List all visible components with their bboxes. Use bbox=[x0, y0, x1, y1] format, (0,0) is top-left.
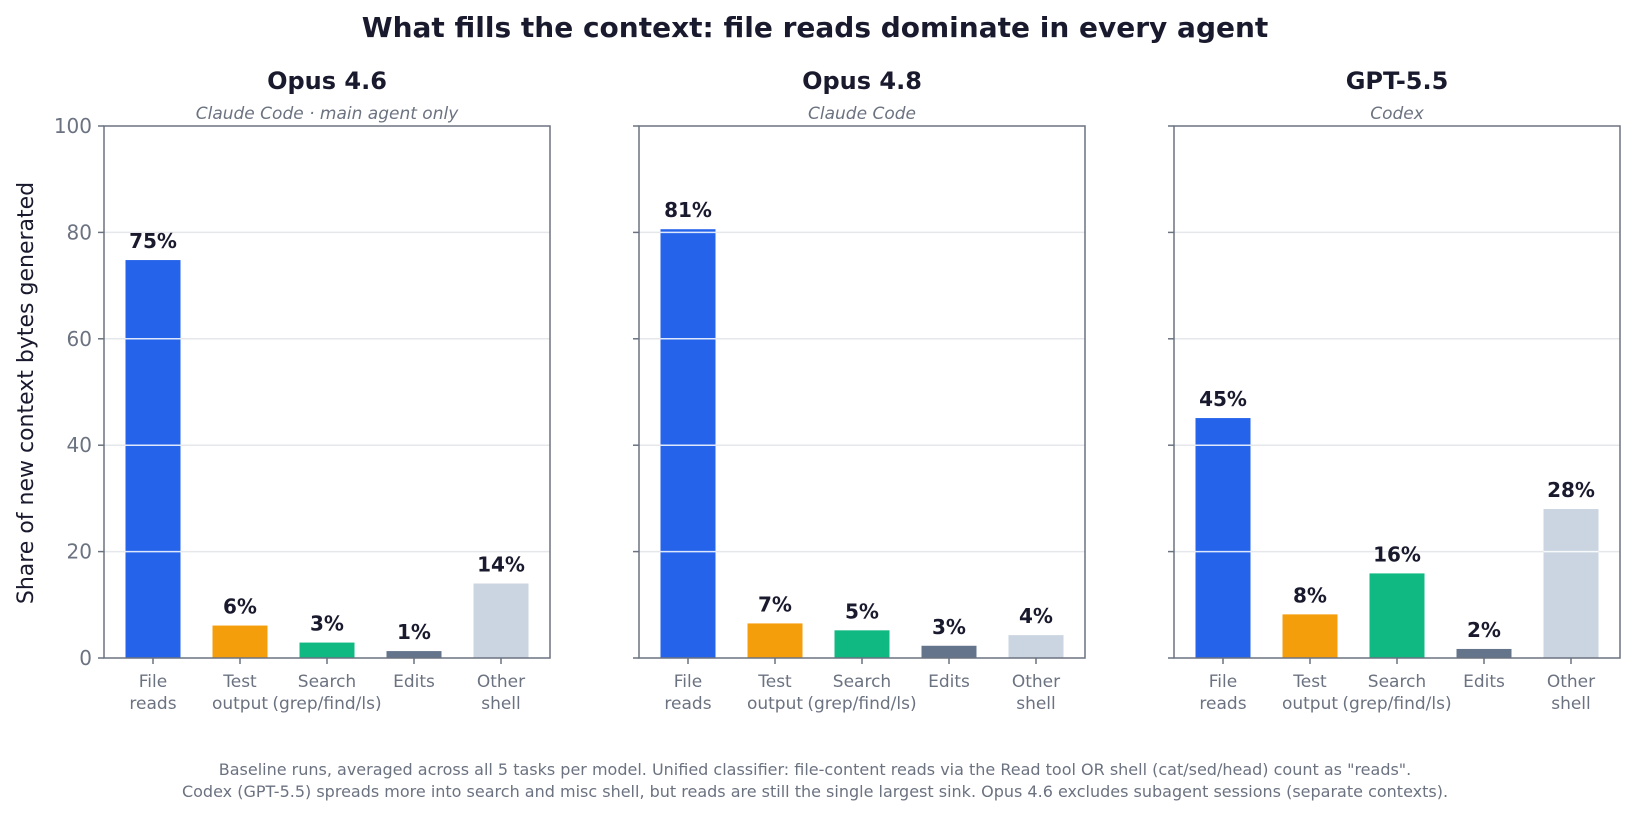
panel-1: Opus 4.8 Claude Code 81% 7% 5% 3% 4% File reads T… bbox=[633, 67, 1086, 714]
data-label: 14% bbox=[477, 553, 525, 577]
data-label: 75% bbox=[129, 229, 177, 253]
footnote-line-1: Baseline runs, averaged across all 5 tas… bbox=[219, 760, 1412, 779]
x-tick-label: Edits bbox=[1463, 672, 1505, 692]
x-tick-label: File reads bbox=[664, 672, 711, 714]
y-tick-label: 20 bbox=[67, 540, 92, 564]
bar bbox=[1369, 573, 1425, 658]
x-tick-label-line: Edits bbox=[393, 672, 435, 692]
data-label: 81% bbox=[664, 198, 712, 222]
x-tick-label-line: Search bbox=[1368, 672, 1426, 692]
bar bbox=[1008, 635, 1064, 658]
x-tick-label-line: shell bbox=[1016, 694, 1056, 714]
x-tick-label: File reads bbox=[129, 672, 176, 714]
x-tick-label-line: File bbox=[139, 672, 167, 692]
chart-panels: Opus 4.6 Claude Code · main agent only 75%… bbox=[54, 67, 1621, 714]
x-tick-label-line: Other bbox=[1012, 672, 1060, 692]
data-label: 8% bbox=[1293, 583, 1327, 607]
data-label: 3% bbox=[310, 612, 344, 636]
x-tick-label-line: Other bbox=[1547, 672, 1595, 692]
x-tick-label: Search (grep/find/ls) bbox=[272, 672, 381, 714]
panel-subtitle: Claude Code bbox=[808, 104, 916, 124]
footnote-line-2: Codex (GPT-5.5) spreads more into search… bbox=[182, 782, 1448, 801]
x-tick-label: Search (grep/find/ls) bbox=[1342, 672, 1451, 714]
x-tick-label-line: reads bbox=[129, 694, 176, 714]
y-tick-label: 80 bbox=[67, 220, 92, 244]
x-tick-label: Search (grep/find/ls) bbox=[807, 672, 916, 714]
panel-title: GPT-5.5 bbox=[1346, 67, 1449, 95]
chart-title: What fills the context: file reads domin… bbox=[362, 11, 1269, 44]
x-tick-label-line: output bbox=[747, 694, 803, 714]
x-tick-label-line: Other bbox=[477, 672, 525, 692]
x-tick-label-line: Test bbox=[1292, 672, 1327, 692]
bar bbox=[212, 625, 268, 658]
panel-0: Opus 4.6 Claude Code · main agent only 75%… bbox=[54, 67, 551, 714]
bar bbox=[1195, 418, 1251, 658]
y-axis-label: Share of new context bytes generated bbox=[14, 182, 39, 604]
y-tick-label: 60 bbox=[67, 327, 92, 351]
bar bbox=[299, 642, 355, 658]
bar bbox=[125, 260, 181, 658]
data-label: 45% bbox=[1199, 387, 1247, 411]
bar bbox=[660, 229, 716, 658]
data-label: 7% bbox=[758, 592, 792, 616]
data-label: 4% bbox=[1019, 604, 1053, 628]
y-tick-label: 40 bbox=[67, 433, 92, 457]
x-tick-label: Other shell bbox=[1012, 672, 1060, 714]
data-label: 5% bbox=[845, 599, 879, 623]
x-tick-label-line: output bbox=[1282, 694, 1338, 714]
x-tick-label-line: reads bbox=[1199, 694, 1246, 714]
y-tick-label: 0 bbox=[79, 646, 92, 670]
x-tick-label: File reads bbox=[1199, 672, 1246, 714]
data-label: 3% bbox=[932, 615, 966, 639]
bar bbox=[1543, 509, 1599, 658]
data-label: 1% bbox=[397, 620, 431, 644]
x-tick-label-line: Search bbox=[298, 672, 356, 692]
panel-title: Opus 4.8 bbox=[802, 67, 922, 95]
x-tick-label-line: (grep/find/ls) bbox=[272, 694, 381, 714]
panel-title: Opus 4.6 bbox=[267, 67, 387, 95]
panel-subtitle: Codex bbox=[1370, 104, 1425, 124]
x-tick-label: Test output bbox=[747, 672, 803, 714]
x-tick-label-line: reads bbox=[664, 694, 711, 714]
x-tick-label: Test output bbox=[212, 672, 268, 714]
x-tick-label-line: Search bbox=[833, 672, 891, 692]
x-tick-label-line: Test bbox=[757, 672, 792, 692]
data-label: 6% bbox=[223, 595, 257, 619]
x-tick-label-line: Test bbox=[222, 672, 257, 692]
bar bbox=[834, 630, 890, 658]
data-label: 2% bbox=[1467, 618, 1501, 642]
x-tick-label-line: File bbox=[674, 672, 702, 692]
x-tick-label-line: (grep/find/ls) bbox=[1342, 694, 1451, 714]
bar bbox=[473, 583, 529, 658]
x-tick-label-line: shell bbox=[1551, 694, 1591, 714]
bar bbox=[747, 623, 803, 658]
x-tick-label: Edits bbox=[393, 672, 435, 692]
x-tick-label: Test output bbox=[1282, 672, 1338, 714]
x-tick-label-line: shell bbox=[481, 694, 521, 714]
x-tick-label: Edits bbox=[928, 672, 970, 692]
y-tick-label: 100 bbox=[54, 114, 92, 138]
x-tick-label-line: output bbox=[212, 694, 268, 714]
x-tick-label-line: Edits bbox=[928, 672, 970, 692]
data-label: 16% bbox=[1373, 542, 1421, 566]
x-tick-label-line: File bbox=[1209, 672, 1237, 692]
bar bbox=[921, 645, 977, 658]
x-tick-label: Other shell bbox=[477, 672, 525, 714]
panel-2: GPT-5.5 Codex 45% 8% 16% 2% 28% File reads Test ou… bbox=[1168, 67, 1621, 714]
x-tick-label-line: (grep/find/ls) bbox=[807, 694, 916, 714]
x-tick-label: Other shell bbox=[1547, 672, 1595, 714]
x-tick-label-line: Edits bbox=[1463, 672, 1505, 692]
bar bbox=[1456, 648, 1512, 658]
panel-subtitle: Claude Code · main agent only bbox=[196, 104, 459, 124]
data-label: 28% bbox=[1547, 478, 1595, 502]
bar bbox=[1282, 614, 1338, 658]
bar bbox=[386, 651, 442, 658]
